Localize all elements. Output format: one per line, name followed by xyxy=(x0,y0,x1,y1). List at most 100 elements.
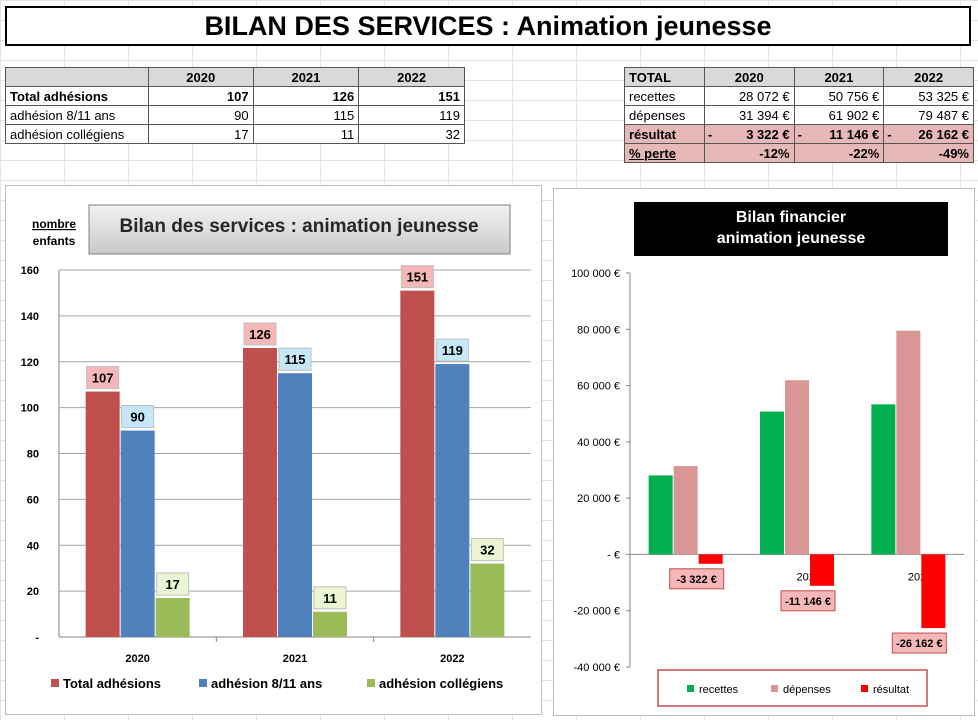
financial-chart: Bilan financier animation jeunesse -40 000… xyxy=(571,202,964,707)
row-label-cell[interactable]: dépenses xyxy=(624,105,705,125)
table-row: recettes 28 072 € 50 756 € 53 325 € xyxy=(624,86,974,106)
data-label-box xyxy=(891,632,947,654)
bar xyxy=(921,554,946,629)
x-tick-label: 2021 xyxy=(283,653,307,665)
data-label-box xyxy=(400,265,434,289)
row-label-cell[interactable]: adhésion collégiens xyxy=(5,124,149,144)
data-label: -26 162 € xyxy=(896,638,942,650)
x-tick-label: 2020 xyxy=(125,653,149,665)
value-cell[interactable]: 50 756 € xyxy=(793,86,885,106)
chart-title-box xyxy=(634,202,948,256)
data-label-box xyxy=(780,590,836,612)
header-cell[interactable]: 2022 xyxy=(883,67,974,87)
value-text: -12% xyxy=(759,145,790,161)
chart-title-box xyxy=(88,204,511,255)
value-cell[interactable]: 61 902 € xyxy=(793,105,885,125)
x-tick-label: 2022 xyxy=(440,653,464,665)
y-axis-label: nombre xyxy=(32,217,76,231)
table-row: Total adhésions 107 126 151 xyxy=(5,86,465,106)
bar xyxy=(673,466,698,555)
row-label-cell[interactable]: recettes xyxy=(624,86,705,106)
y-tick-label: 100 xyxy=(21,403,39,415)
value-cell[interactable]: 107 xyxy=(147,86,254,106)
value-cell[interactable]: - 11 146 € xyxy=(793,124,885,144)
y-tick-label: 40 000 € xyxy=(577,437,620,449)
data-label: 126 xyxy=(249,327,271,342)
bar xyxy=(470,563,505,637)
y-tick-label: 160 xyxy=(21,265,39,277)
value-cell[interactable]: 90 xyxy=(147,105,254,125)
row-label-cell[interactable]: % perte xyxy=(624,143,705,163)
row-label-cell[interactable]: Total adhésions xyxy=(5,86,149,106)
header-cell[interactable] xyxy=(5,67,149,87)
value-text: 28 072 € xyxy=(738,88,790,104)
legend-label: Total adhésions xyxy=(63,676,161,691)
bar xyxy=(155,598,190,637)
table-row: dépenses 31 394 € 61 902 € 79 487 € xyxy=(624,105,974,125)
y-tick-label: 60 000 € xyxy=(577,381,620,393)
value-cell[interactable]: 11 xyxy=(252,124,360,144)
value-cell[interactable]: 53 325 € xyxy=(883,86,974,106)
value-cell[interactable]: 17 xyxy=(147,124,254,144)
value-text: -22% xyxy=(848,145,880,161)
data-label: 11 xyxy=(323,591,337,606)
y-tick-label: 140 xyxy=(21,311,39,323)
financial-chart-frame[interactable]: Bilan financier animation jeunesse -40 000… xyxy=(553,188,975,716)
data-label-box xyxy=(313,586,347,610)
header-cell[interactable]: 2021 xyxy=(252,67,360,87)
bar xyxy=(278,373,312,637)
legend-swatch xyxy=(861,685,868,692)
value-cell[interactable]: 115 xyxy=(252,105,360,125)
page-title: BILAN DES SERVICES : Animation jeunesse xyxy=(5,6,971,46)
attendance-chart-frame[interactable]: Bilan des services : animation jeunesse n… xyxy=(5,185,542,715)
data-label: 119 xyxy=(442,343,463,358)
data-label-box xyxy=(278,347,312,371)
value-text: 11 146 € xyxy=(829,126,880,142)
table-row: adhésion 8/11 ans 90 115 119 xyxy=(5,105,465,125)
value-cell[interactable]: 119 xyxy=(358,105,465,125)
value-cell[interactable]: 151 xyxy=(358,86,465,106)
adhesions-table: 2020 2021 2022 Total adhésions 107 126 151 adhé… xyxy=(5,67,465,144)
value-cell[interactable]: - 3 322 € xyxy=(703,124,795,144)
legend-box xyxy=(657,669,928,707)
chart-title: Bilan des services : animation jeunesse xyxy=(119,216,478,237)
value-cell[interactable]: 32 xyxy=(358,124,465,144)
value-text: 3 322 € xyxy=(746,126,790,142)
header-cell[interactable]: 2022 xyxy=(358,67,465,87)
legend-swatch xyxy=(199,679,207,687)
data-label: 90 xyxy=(130,410,144,425)
y-tick-label: 80 xyxy=(27,449,39,461)
value-cell[interactable]: 28 072 € xyxy=(703,86,795,106)
header-cell[interactable]: TOTAL xyxy=(624,67,705,87)
bar xyxy=(871,404,896,555)
y-tick-label: 20 000 € xyxy=(577,493,620,505)
bar xyxy=(120,430,155,637)
row-label-cell[interactable]: résultat xyxy=(624,124,705,144)
header-cell[interactable]: 2020 xyxy=(703,67,795,87)
data-label: -11 146 € xyxy=(785,596,831,608)
data-label: -3 322 € xyxy=(676,574,716,586)
legend-swatch xyxy=(367,679,375,687)
header-cell[interactable]: 2021 xyxy=(793,67,885,87)
y-tick-label: 40 xyxy=(27,540,39,552)
value-cell[interactable]: -12% xyxy=(703,143,795,163)
data-label-box xyxy=(435,338,469,362)
bar xyxy=(810,554,834,586)
data-label: 32 xyxy=(480,543,494,558)
table-row: résultat - 3 322 € -11 146 € -26 162 € xyxy=(624,124,974,144)
data-label-box xyxy=(669,568,725,590)
data-label-box xyxy=(156,572,190,596)
row-label-cell[interactable]: adhésion 8/11 ans xyxy=(5,105,149,125)
table-row: adhésion collégiens 17 11 32 xyxy=(5,124,465,144)
value-cell[interactable]: 126 xyxy=(252,86,360,106)
bar xyxy=(400,290,435,637)
value-cell[interactable]: -49% xyxy=(883,143,974,163)
value-cell[interactable]: - 26 162 € xyxy=(883,124,974,144)
negative-sign: - xyxy=(707,126,713,142)
value-cell[interactable]: 31 394 € xyxy=(703,105,795,125)
value-cell[interactable]: 79 487 € xyxy=(883,105,974,125)
legend-swatch xyxy=(51,679,59,687)
header-cell[interactable]: 2020 xyxy=(147,67,254,87)
value-cell[interactable]: -22% xyxy=(793,143,885,163)
legend-label: adhésion 8/11 ans xyxy=(211,676,322,691)
